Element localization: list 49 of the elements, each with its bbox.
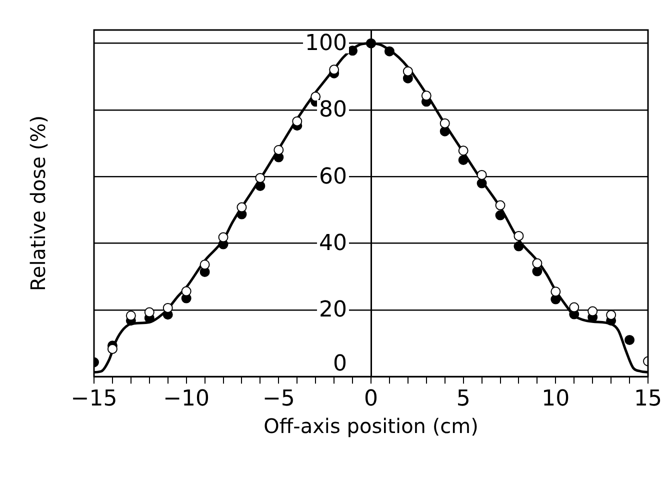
point — [218, 232, 228, 242]
y-tick-label: 40 — [319, 231, 347, 256]
x-tick-label: 0 — [364, 386, 378, 412]
x-tick-label: 5 — [456, 386, 470, 412]
point — [532, 258, 542, 268]
x-tick-label: −5 — [262, 386, 295, 412]
point — [181, 286, 192, 296]
x-tick-label: 10 — [542, 386, 570, 412]
y-tick-label: 0 — [333, 351, 347, 376]
y-tick-label: 100 — [305, 31, 347, 56]
point — [550, 286, 561, 297]
y-tick-label: 60 — [319, 164, 347, 190]
point — [495, 210, 506, 220]
point — [458, 146, 468, 156]
point — [440, 118, 450, 128]
point — [162, 302, 173, 313]
point — [476, 170, 487, 180]
point — [569, 302, 580, 312]
point — [476, 178, 487, 188]
point — [310, 92, 321, 102]
point — [588, 306, 598, 316]
x-tick-label: −15 — [70, 386, 118, 412]
point — [514, 230, 524, 241]
point — [329, 64, 340, 75]
point — [292, 116, 302, 126]
point — [126, 310, 136, 321]
point — [440, 126, 450, 136]
point — [107, 344, 118, 354]
point — [348, 46, 358, 56]
point — [274, 144, 284, 155]
point — [366, 38, 376, 48]
point — [495, 200, 506, 210]
y-tick-label: 20 — [319, 298, 347, 323]
y-tick-label: 80 — [319, 98, 347, 123]
point — [384, 46, 394, 56]
x-tick-label: 15 — [634, 386, 662, 412]
point — [606, 310, 616, 320]
point — [236, 202, 247, 212]
y-axis-title: Relative dose (%) — [26, 115, 50, 292]
point — [402, 66, 413, 76]
point — [458, 154, 468, 165]
point — [624, 334, 635, 345]
point — [255, 172, 266, 183]
point — [514, 241, 524, 252]
point — [421, 90, 432, 101]
point — [200, 260, 210, 270]
x-tick-label: −10 — [163, 386, 210, 412]
x-axis-title: Off-axis position (cm) — [264, 414, 478, 438]
point — [144, 307, 154, 318]
